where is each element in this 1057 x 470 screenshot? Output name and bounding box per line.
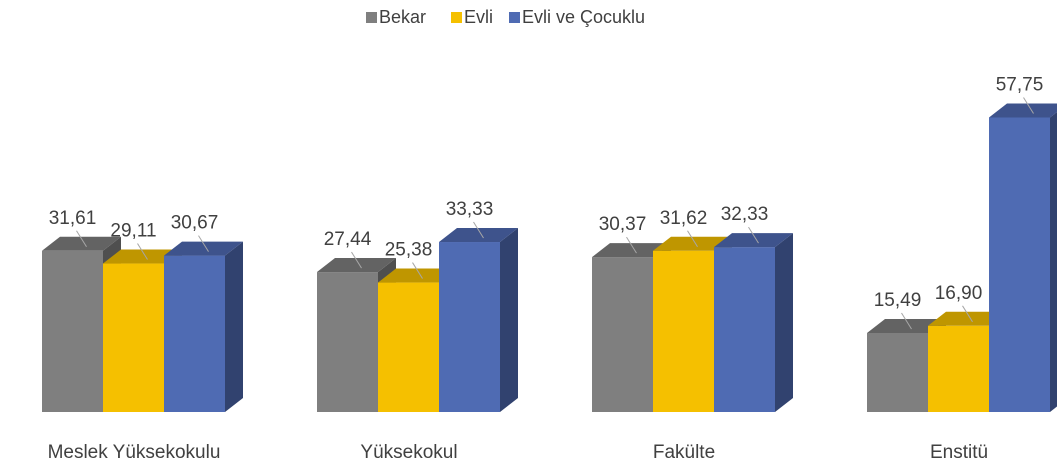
- bar-front: [378, 282, 439, 412]
- bar-top: [592, 243, 671, 258]
- bar-front: [867, 333, 928, 412]
- leader-line: [137, 243, 148, 260]
- legend-label: Evli: [464, 7, 493, 27]
- leader-line: [901, 312, 912, 330]
- x-tick-label: Fakülte: [653, 442, 715, 463]
- bar-top: [317, 258, 396, 273]
- leader-line: [962, 305, 973, 323]
- bar: [439, 228, 518, 412]
- bar: [989, 103, 1057, 412]
- x-tick-label: Enstitü: [930, 442, 988, 463]
- bar-front: [592, 257, 653, 412]
- bar-side: [500, 228, 518, 412]
- bar-top: [928, 311, 1007, 326]
- legend-swatch: [451, 12, 462, 23]
- bar: [714, 233, 793, 412]
- value-label: 27,44: [324, 229, 372, 250]
- legend-swatch: [509, 12, 520, 23]
- bar-top: [439, 228, 518, 243]
- bar-top: [164, 241, 243, 256]
- value-label: 30,67: [171, 213, 219, 234]
- leader-line: [748, 226, 759, 244]
- x-tick-label: Yüksekokul: [360, 442, 457, 463]
- leader-line: [412, 262, 423, 279]
- x-tick-label: Meslek Yüksekokulu: [48, 442, 221, 463]
- leader-line: [626, 236, 637, 254]
- bar-side: [225, 241, 243, 412]
- bar-front: [164, 255, 225, 412]
- leader-line: [473, 221, 484, 239]
- bar-front: [439, 242, 500, 412]
- value-label: 15,49: [874, 290, 922, 311]
- bar-top: [714, 233, 793, 248]
- leader-line: [76, 230, 87, 248]
- bar-top: [653, 236, 732, 251]
- bar-front: [714, 247, 775, 412]
- bar-top: [42, 236, 121, 251]
- value-label: 31,62: [660, 208, 708, 229]
- value-label: 33,33: [446, 199, 494, 220]
- bar-front: [42, 250, 103, 412]
- bar-top: [867, 319, 946, 334]
- bar-top: [378, 268, 457, 283]
- bar-side: [1050, 112, 1057, 412]
- legend-label: Evli ve Çocuklu: [522, 7, 645, 27]
- leader-line: [198, 235, 209, 252]
- bar-side: [775, 233, 793, 412]
- value-label: 30,37: [599, 214, 647, 235]
- bar-front: [928, 325, 989, 412]
- bar-front: [317, 272, 378, 412]
- bar-front: [653, 250, 714, 412]
- bar-top: [989, 103, 1057, 118]
- value-label: 32,33: [721, 204, 769, 225]
- bar-front: [103, 263, 164, 412]
- value-label: 25,38: [385, 240, 433, 261]
- value-label: 16,90: [935, 283, 983, 304]
- leader-line: [687, 230, 698, 248]
- value-label: 57,75: [996, 74, 1044, 95]
- bar-front: [989, 117, 1050, 412]
- bar-top: [103, 249, 182, 264]
- leader-line: [1023, 97, 1034, 114]
- value-label: 29,11: [110, 221, 156, 242]
- value-label: 31,61: [49, 208, 97, 229]
- legend-swatch: [366, 12, 377, 23]
- legend-label: Bekar: [379, 7, 426, 27]
- leader-line: [351, 251, 362, 269]
- bar: [164, 241, 243, 412]
